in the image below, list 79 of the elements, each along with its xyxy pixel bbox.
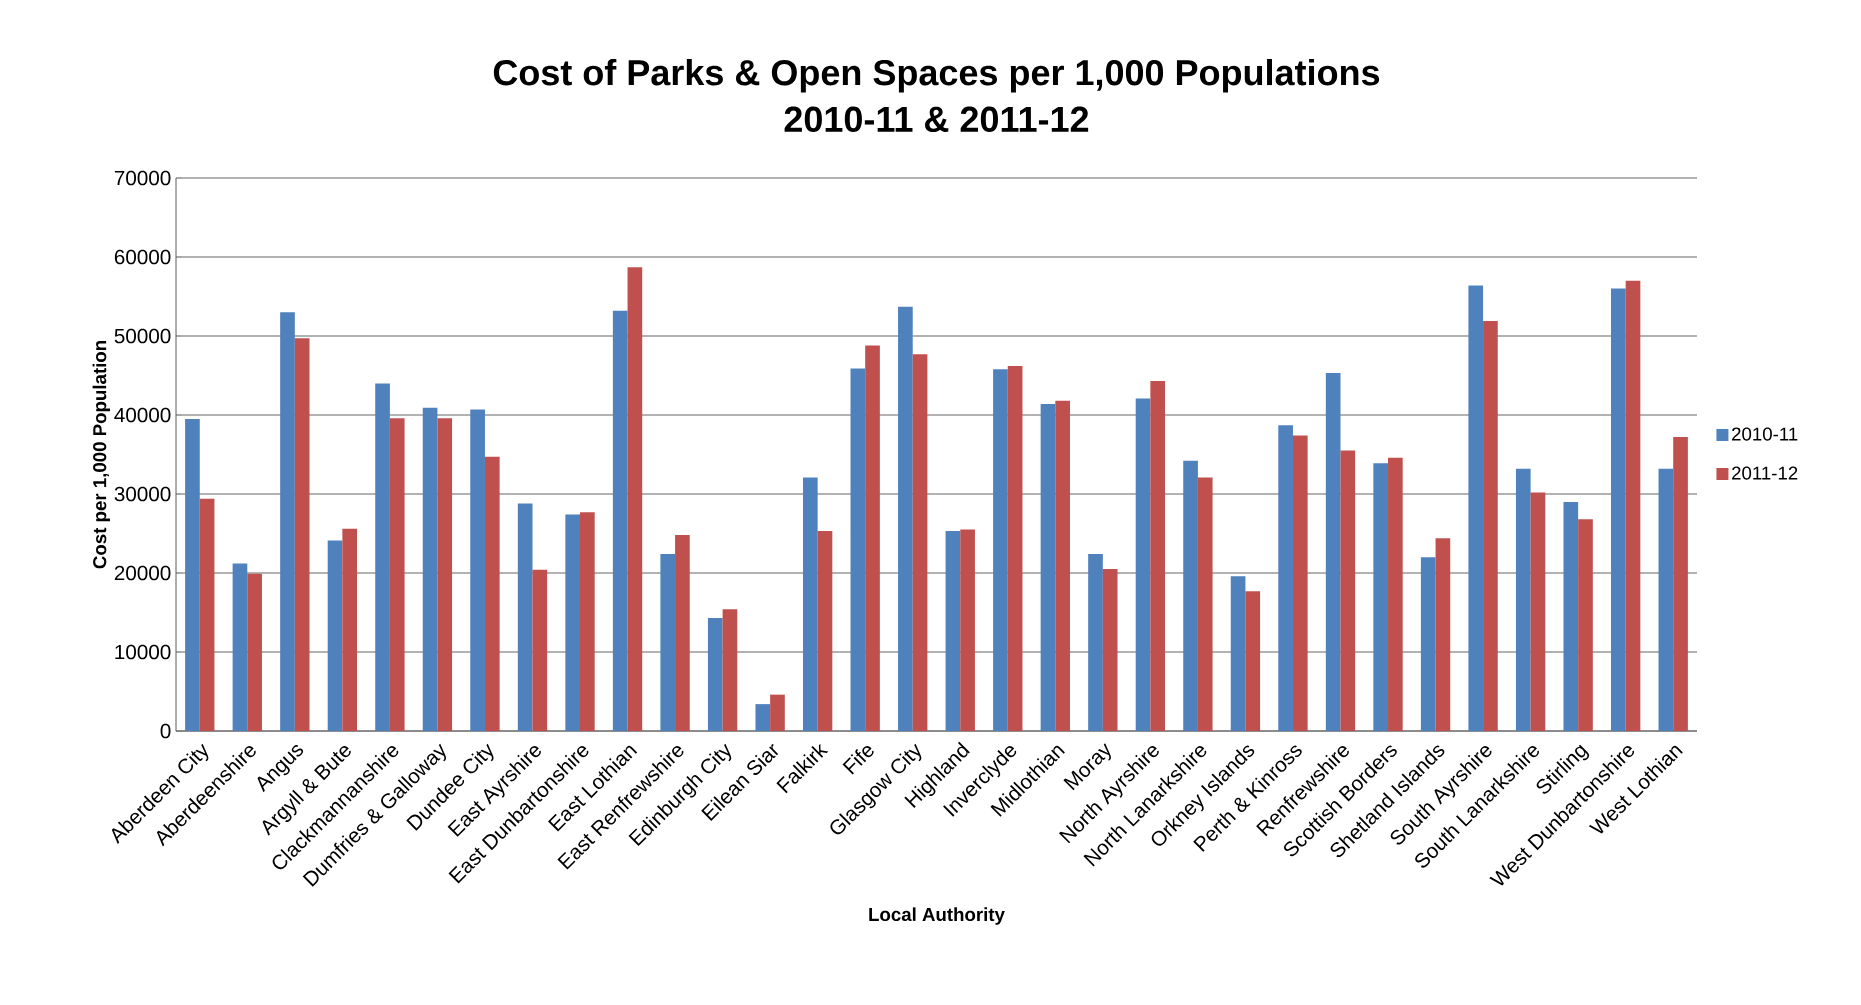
bar [945,531,961,731]
bar [1325,373,1341,731]
bar [1468,285,1484,731]
bar [912,354,928,731]
bar [1340,450,1356,731]
chart-subtitle: 2010-11 & 2011-12 [784,106,1089,133]
bar [1658,468,1674,731]
y-tick-label: 0 [160,723,171,739]
bar [1515,468,1531,731]
bar [1102,569,1118,731]
bar [1483,320,1498,731]
bar [247,573,262,731]
bar [1230,576,1246,731]
bar [437,418,453,731]
bar [1388,457,1403,731]
bar [199,498,215,731]
bar [185,418,200,731]
bar [1673,437,1688,731]
bar [850,368,866,731]
bar [1435,538,1451,731]
y-tick-label: 30000 [114,486,171,502]
bar [1292,435,1308,731]
bar [755,704,771,731]
bar [627,267,643,731]
legend-label: 2010-11 [1732,427,1798,441]
x-axis-title: Local Authority [869,907,1005,925]
bar [484,456,500,731]
bar [342,528,358,731]
bar [1278,425,1293,731]
legend-label: 2011-12 [1732,466,1798,480]
bar [803,477,818,731]
y-tick-label: 70000 [114,170,171,186]
bar [389,418,405,731]
bar [898,306,913,731]
bar [1150,381,1166,731]
bar [280,312,295,731]
bar [675,535,690,731]
bar [993,369,1008,731]
bar [1055,400,1070,731]
bar [1563,501,1579,731]
bar [517,503,533,731]
bar [1088,554,1103,731]
bar [470,409,485,731]
bar [1625,280,1641,731]
bar [770,694,785,731]
bar [532,569,548,731]
bar [865,345,880,731]
bar [422,407,438,731]
bar [232,563,248,731]
y-tick-label: 50000 [114,328,171,344]
x-tick-label: Fife [842,746,874,775]
bar [580,512,595,731]
bar [327,540,343,731]
bar [375,383,390,731]
bar [1420,557,1436,731]
bar [1040,403,1056,731]
bar [294,338,310,731]
bar [1197,477,1213,731]
bar [722,609,738,731]
bar [1245,591,1261,731]
y-tick-label: 40000 [114,407,171,423]
y-tick-label: 10000 [115,644,171,660]
bar [1373,463,1389,731]
bar [707,618,723,731]
bar [612,310,628,731]
bar [1183,460,1198,731]
y-tick-label: 20000 [114,565,171,581]
bar [960,529,975,731]
bar [1007,366,1023,731]
y-axis-title: Cost per 1,000 Population [92,341,110,569]
bar [817,531,833,731]
bar [660,554,676,731]
bar [1578,519,1593,731]
bar [1611,288,1626,731]
bar [1135,398,1151,731]
chart-title: Cost of Parks & Open Spaces per 1,000 Populations [493,58,1380,93]
y-tick-label: 60000 [114,249,171,265]
bar [565,514,581,731]
bar [1530,492,1546,731]
